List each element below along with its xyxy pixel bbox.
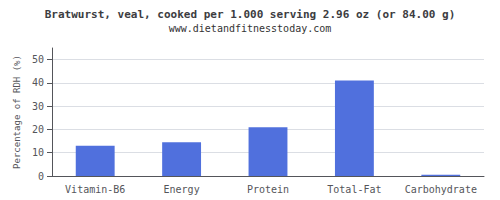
svg-text:Protein: Protein (247, 184, 289, 195)
svg-text:Carbohydrate: Carbohydrate (405, 184, 477, 195)
svg-text:Total-Fat: Total-Fat (327, 184, 381, 195)
svg-text:Vitamin-B6: Vitamin-B6 (65, 184, 125, 195)
svg-text:30: 30 (32, 101, 44, 112)
svg-text:0: 0 (38, 171, 44, 182)
svg-text:www.dietandfitnesstoday.com: www.dietandfitnesstoday.com (169, 23, 332, 34)
svg-text:Energy: Energy (164, 184, 200, 195)
svg-text:40: 40 (32, 77, 44, 88)
svg-text:50: 50 (32, 54, 44, 65)
svg-text:10: 10 (32, 147, 44, 158)
svg-text:20: 20 (32, 124, 44, 135)
svg-text:Bratwurst, veal, cooked per 1.: Bratwurst, veal, cooked per 1.000 servin… (45, 8, 456, 21)
svg-text:Percentage of RDH (%): Percentage of RDH (%) (12, 55, 22, 169)
